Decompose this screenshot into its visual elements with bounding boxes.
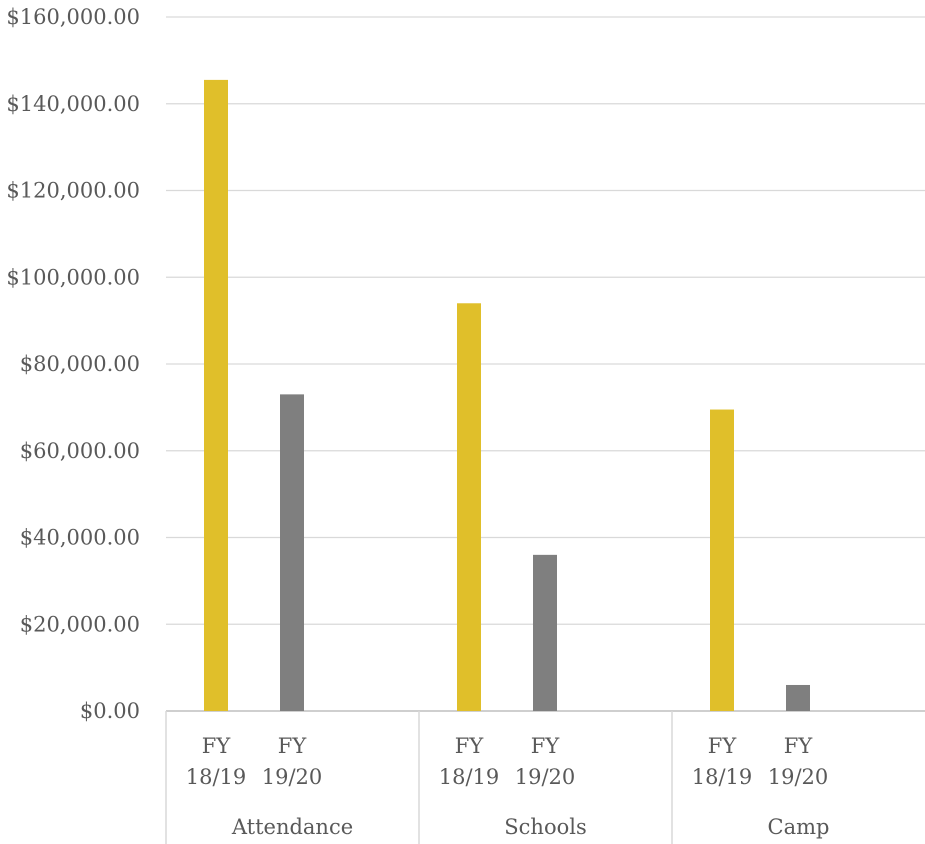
x-tick-label-line1: FY [531,734,561,758]
x-tick-label-line2: 18/19 [186,765,247,789]
y-tick-label: $20,000.00 [20,612,140,636]
x-tick-label-line2: 19/20 [768,765,829,789]
x-tick-label-line2: 18/19 [692,765,753,789]
bar-attendance-18-19 [204,79,228,712]
y-tick-label: $120,000.00 [6,179,140,203]
x-tick-label-line2: 19/20 [515,765,576,789]
y-axis-tick-labels: $0.00 $20,000.00 $40,000.00 $60,000.00 $80,0… [6,5,140,723]
bar-schools-19-20 [533,554,557,711]
bar-camp-19-20 [786,684,810,711]
y-tick-label: $100,000.00 [6,265,140,289]
y-tick-label: $140,000.00 [6,92,140,116]
bar-camp-18-19 [710,409,734,711]
x-tick-label-line1: FY [784,734,814,758]
x-tick-label-line1: FY [455,734,485,758]
y-tick-label: $40,000.00 [20,526,140,550]
y-tick-label: $160,000.00 [6,5,140,29]
x-tick-label-line1: FY [278,734,308,758]
bar-schools-18-19 [457,303,481,711]
x-tick-label-line2: 19/20 [262,765,323,789]
bar-attendance-19-20 [280,394,304,711]
x-axis: FY 18/19 FY 19/20 Attendance FY 18/19 FY 19/20 Sc… [165,711,830,844]
y-tick-label: $80,000.00 [20,352,140,376]
y-tick-label: $60,000.00 [20,439,140,463]
category-label: Attendance [231,815,353,839]
y-tick-label: $0.00 [80,699,140,723]
bars [204,79,810,712]
x-tick-label-line1: FY [202,734,232,758]
x-tick-label-line2: 18/19 [439,765,500,789]
category-label: Schools [504,815,586,839]
x-tick-label-line1: FY [708,734,738,758]
category-label: Camp [768,815,830,839]
